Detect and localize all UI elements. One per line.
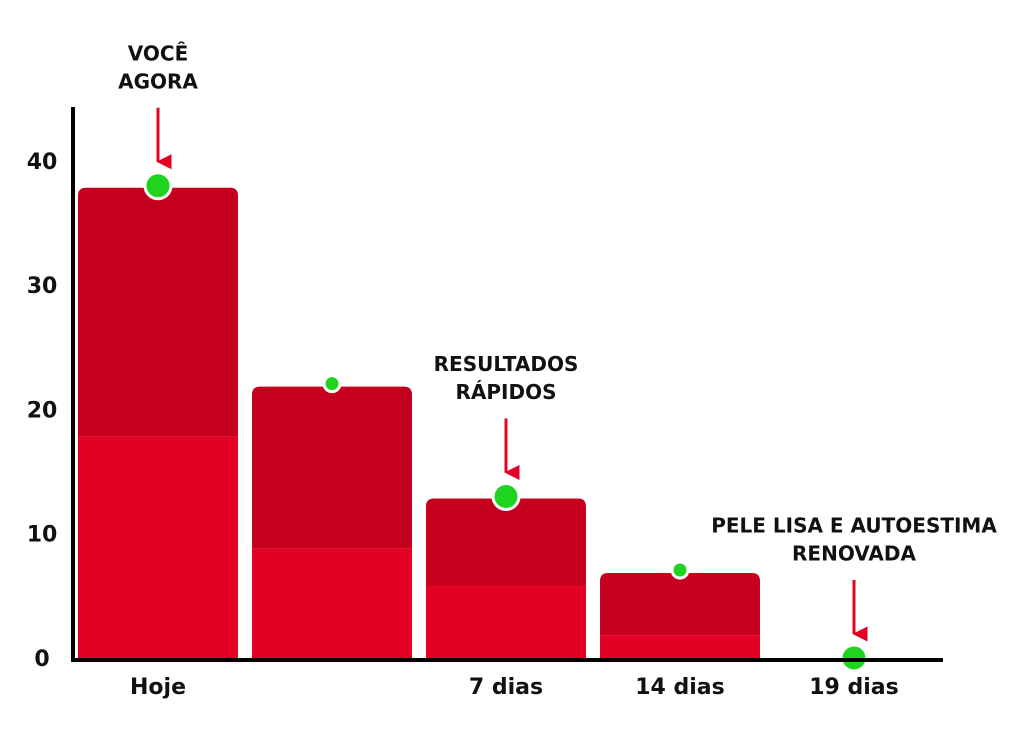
y-tick-label: 20 bbox=[27, 398, 58, 423]
bar-segment bbox=[252, 386, 412, 549]
marker-dot bbox=[143, 171, 173, 201]
y-tick-label: 10 bbox=[27, 523, 58, 548]
annotation: RÁPIDOS bbox=[456, 380, 557, 404]
annotation: VOCÊ bbox=[128, 41, 188, 65]
bar-segment bbox=[426, 498, 586, 586]
y-tick-label: 0 bbox=[34, 647, 49, 672]
marker-dot bbox=[491, 481, 521, 511]
y-tick-label: 30 bbox=[27, 274, 58, 299]
bar-segment bbox=[600, 573, 760, 636]
annotation: PELE LISA E AUTOESTIMA bbox=[711, 514, 997, 538]
bar-segment bbox=[426, 585, 586, 660]
y-tick-label: 40 bbox=[27, 150, 58, 175]
x-tick-label: Hoje bbox=[130, 675, 186, 700]
annotation: RESULTADOS bbox=[434, 352, 579, 376]
x-tick-label: 7 dias bbox=[469, 675, 543, 700]
bar-segment bbox=[78, 436, 238, 660]
x-tick-label: 19 dias bbox=[809, 675, 899, 700]
bar-segment bbox=[78, 187, 238, 437]
marker-dot bbox=[670, 560, 690, 580]
bar-segment bbox=[252, 548, 412, 660]
annotation: RENOVADA bbox=[792, 542, 916, 566]
x-tick-label: 14 dias bbox=[635, 675, 725, 700]
marker-dot bbox=[322, 374, 342, 394]
bar-segment bbox=[600, 635, 760, 660]
annotation: AGORA bbox=[118, 69, 198, 93]
